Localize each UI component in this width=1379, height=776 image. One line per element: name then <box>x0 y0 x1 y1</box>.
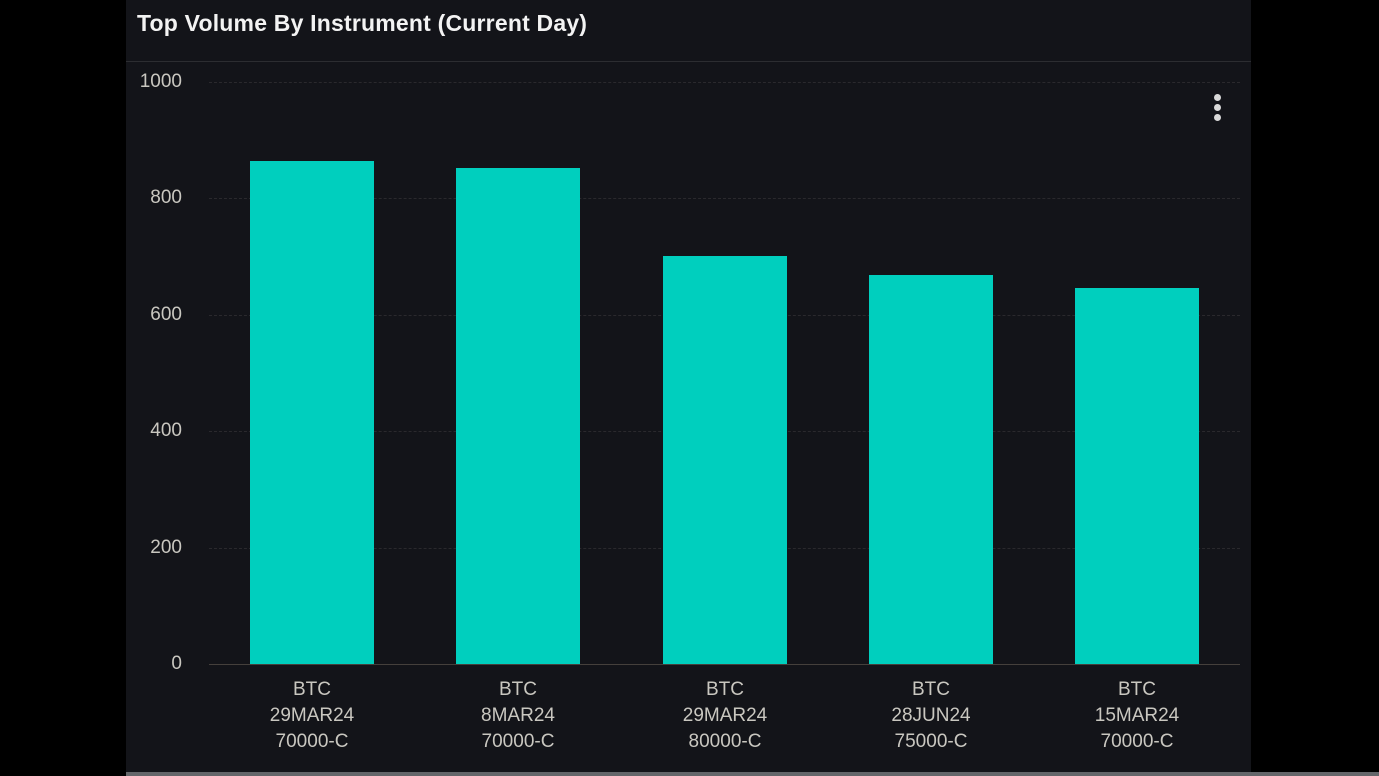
kebab-menu-icon <box>1213 103 1221 111</box>
x-axis-label-line: 15MAR24 <box>1094 705 1180 726</box>
gridline <box>209 82 1240 83</box>
x-axis-label: BTC 8MAR24 70000-C <box>418 677 618 755</box>
chart-panel: Top Volume By Instrument (Current Day) 0… <box>126 0 1251 772</box>
x-axis-label-line: BTC <box>912 679 950 700</box>
y-axis-tick-label: 400 <box>150 420 182 442</box>
x-axis-label-line: 70000-C <box>275 731 349 752</box>
title-divider <box>126 61 1251 62</box>
x-axis-label-line: 8MAR24 <box>481 705 555 726</box>
x-axis-label-line: 29MAR24 <box>682 705 768 726</box>
x-axis-label: BTC 29MAR24 80000-C <box>625 677 825 755</box>
chart-title: Top Volume By Instrument (Current Day) <box>137 10 588 36</box>
x-axis-label-line: 75000-C <box>894 731 968 752</box>
x-axis-label-line: 80000-C <box>688 731 762 752</box>
x-axis-label-line: BTC <box>1118 679 1156 700</box>
y-axis-tick-label: 800 <box>150 187 182 209</box>
x-axis-label-line: 29MAR24 <box>269 705 355 726</box>
x-axis-line <box>209 664 1240 665</box>
x-axis-label: BTC 28JUN24 75000-C <box>831 677 1031 755</box>
kebab-menu-icon <box>1213 93 1221 101</box>
y-axis-tick-label: 600 <box>150 303 182 325</box>
y-axis-tick-label: 0 <box>171 653 182 674</box>
bar[interactable] <box>250 161 374 664</box>
plot-area: 0 200 400 600 800 1000 BTC 29MAR24 70000-C BTC 8MA… <box>126 0 1251 772</box>
x-axis-label: BTC 15MAR24 70000-C <box>1037 677 1237 755</box>
bar[interactable] <box>869 275 993 664</box>
x-axis-label-line: BTC <box>499 679 537 700</box>
bar[interactable] <box>663 256 787 664</box>
chart-options-button[interactable] <box>1203 84 1231 130</box>
y-axis-tick-label: 200 <box>150 536 182 558</box>
x-axis-label-line: 28JUN24 <box>891 705 971 726</box>
x-axis-label: BTC 29MAR24 70000-C <box>212 677 412 755</box>
y-axis-tick-label: 1000 <box>139 71 182 92</box>
x-axis-label-line: BTC <box>293 679 331 700</box>
kebab-menu-icon <box>1213 113 1221 121</box>
bar[interactable] <box>456 168 580 664</box>
x-axis-label-line: 70000-C <box>1100 731 1174 752</box>
x-axis-label-line: BTC <box>706 679 744 700</box>
horizontal-scrollbar[interactable] <box>126 772 1379 776</box>
bar[interactable] <box>1075 288 1199 664</box>
x-axis-label-line: 70000-C <box>481 731 555 752</box>
gridline <box>209 198 1240 200</box>
